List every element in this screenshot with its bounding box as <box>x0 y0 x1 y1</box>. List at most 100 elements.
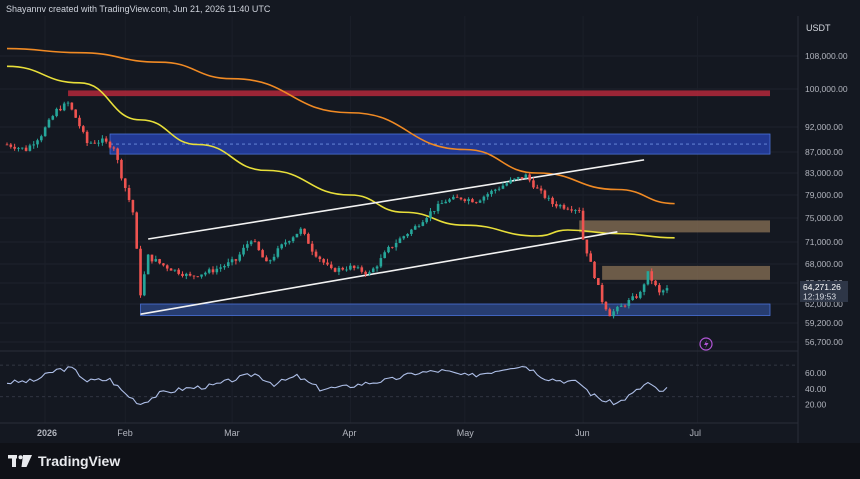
candle-body <box>597 278 600 285</box>
candle-body <box>539 188 543 191</box>
candle-body <box>242 247 245 255</box>
support-zone <box>140 303 771 316</box>
candle-body <box>398 238 402 243</box>
candle-body <box>307 233 310 244</box>
tradingview-logo[interactable]: TradingView <box>8 453 120 469</box>
candle-body <box>219 267 222 269</box>
price-tick-label: 71,000.00 <box>805 237 843 247</box>
candle-body <box>284 242 287 245</box>
candle-body <box>638 291 642 298</box>
demand-zone <box>602 265 770 280</box>
candle-body <box>574 209 577 211</box>
candle-body <box>371 268 375 273</box>
candle-body <box>608 309 612 317</box>
time-tick-label: Mar <box>224 428 240 438</box>
candle-body <box>509 179 512 184</box>
candle-body <box>291 237 295 242</box>
candle-body <box>329 264 333 269</box>
candle-body <box>246 244 249 248</box>
candle-body <box>200 274 203 277</box>
candle-body <box>337 267 341 272</box>
candle-body <box>333 268 337 272</box>
candle-body <box>383 252 386 259</box>
candle-body <box>318 256 322 260</box>
moving-averages <box>6 47 675 239</box>
candle-body <box>66 102 70 104</box>
candle-body <box>322 259 325 263</box>
candle-body <box>230 259 234 263</box>
price-chart[interactable]: 60.00 40.00 20.00 108,000.00 100,000.00 92,0… <box>0 0 860 443</box>
candle-body <box>196 276 200 278</box>
resistance-zone <box>68 90 771 97</box>
candle-body <box>387 246 390 253</box>
logo-text: TradingView <box>38 453 121 469</box>
candle-body <box>402 236 406 239</box>
current-price-label: 64,271.26 <box>803 282 841 292</box>
tradingview-logo-icon <box>8 455 32 467</box>
candle-body <box>310 243 314 252</box>
time-tick-label: Jun <box>575 428 590 438</box>
candle-body <box>429 211 432 218</box>
candle-body <box>494 189 497 191</box>
candle-body <box>47 119 51 128</box>
candle-body <box>104 138 108 142</box>
candle-body <box>471 199 474 203</box>
candle-body <box>295 233 299 238</box>
ema-100-line <box>6 65 675 239</box>
candle-body <box>627 300 631 306</box>
candle-body <box>631 296 634 301</box>
candle-body <box>345 269 348 271</box>
time-tick-label: May <box>457 428 475 438</box>
candle-body <box>486 194 489 197</box>
candle-body <box>444 201 448 204</box>
time-axis[interactable]: 2026 Feb Mar Apr May Jun Jul <box>37 428 701 438</box>
candle-body <box>265 257 268 262</box>
candle-body <box>513 178 516 180</box>
candle-body <box>299 228 303 234</box>
candle-body <box>516 177 520 179</box>
candle-body <box>394 242 398 248</box>
candle-body <box>154 259 158 262</box>
candle-body <box>234 259 238 261</box>
candle-body <box>349 265 352 270</box>
candle-body <box>623 305 627 307</box>
candle-body <box>341 267 345 270</box>
candle-body <box>501 185 505 189</box>
candle-body <box>169 268 173 271</box>
candle-body <box>490 190 493 195</box>
candle-body <box>619 305 623 307</box>
candle-body <box>474 202 478 204</box>
candle-body <box>261 250 264 258</box>
candle-body <box>74 109 77 118</box>
candle-body <box>455 196 459 198</box>
candle-body <box>604 301 608 310</box>
candle-body <box>368 272 371 275</box>
candle-body <box>85 131 89 144</box>
price-tick-label: 56,700.00 <box>805 337 843 347</box>
candle-body <box>143 274 146 296</box>
candle-body <box>562 205 566 209</box>
alert-icon[interactable] <box>699 337 713 351</box>
candle-body <box>204 272 207 275</box>
candle-body <box>379 258 383 267</box>
candle-body <box>116 148 119 160</box>
candle-body <box>108 141 112 148</box>
candle-body <box>612 311 615 317</box>
price-tick-label: 108,000.00 <box>805 51 848 61</box>
candle-body <box>55 108 58 117</box>
time-tick-label: Apr <box>342 428 356 438</box>
price-tick-label: 92,000.00 <box>805 122 843 132</box>
candlesticks <box>5 101 669 319</box>
candle-body <box>181 273 184 276</box>
candle-body <box>478 200 482 203</box>
candle-body <box>188 273 192 276</box>
price-tick-label: 62,000.00 <box>805 299 843 309</box>
candle-body <box>131 200 135 213</box>
candle-body <box>467 199 470 201</box>
candle-body <box>425 217 428 223</box>
time-tick-label: Feb <box>117 428 133 438</box>
price-tick-label: 75,000.00 <box>805 213 843 223</box>
price-zones <box>68 90 771 316</box>
price-tick-label: 87,000.00 <box>805 147 843 157</box>
candle-body <box>146 254 150 275</box>
